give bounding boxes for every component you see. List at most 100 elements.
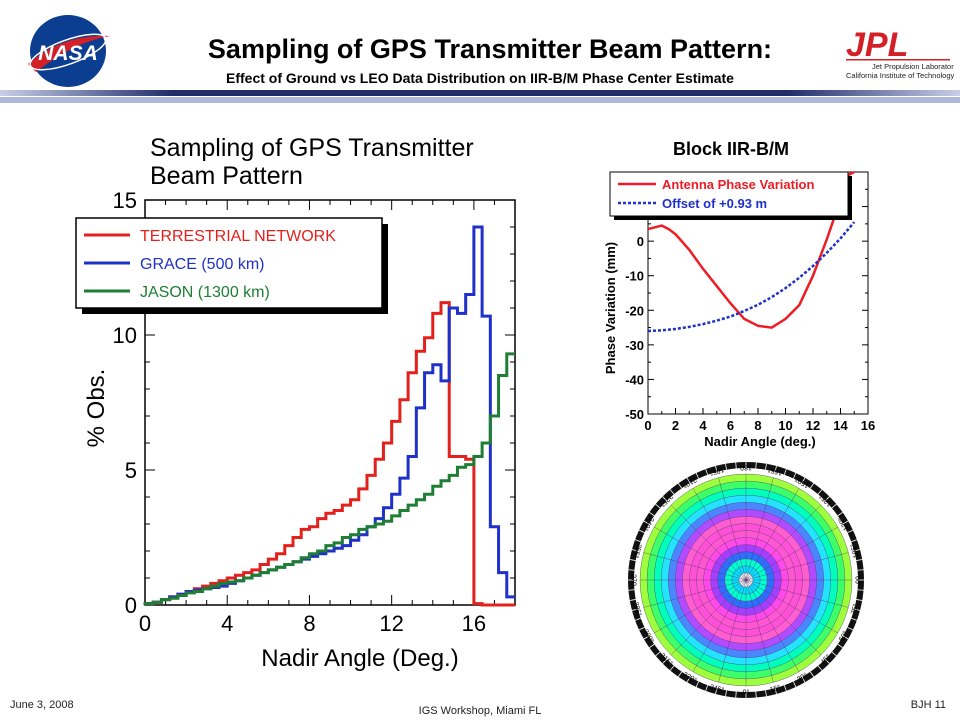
histogram-xlabel: Nadir Angle (Deg.)	[261, 645, 458, 672]
legend-label-grace: GRACE (500 km)	[140, 256, 264, 273]
polar-grid-spoke	[692, 579, 747, 672]
polar-edge-tick	[801, 477, 806, 484]
polar-grid-spoke	[745, 552, 849, 581]
polar-edge-tick	[715, 465, 718, 472]
polar-edge-tick	[856, 559, 863, 561]
histogram-series-2	[143, 352, 515, 606]
phase-xlabel: Nadir Angle (deg.)	[704, 434, 815, 449]
nasa-logo-orbit	[29, 33, 107, 71]
polar-edge-tick	[686, 676, 691, 683]
polar-edge-tick	[842, 520, 849, 525]
polar-grid-spoke	[718, 579, 747, 683]
polar-azimuth-label: 345°	[709, 683, 725, 695]
phase-xtick-label: 4	[699, 418, 707, 433]
polar-edge-tick	[735, 462, 737, 469]
polar-grid-spoke	[745, 579, 800, 672]
phase-xtick-label: 0	[644, 418, 651, 433]
polar-grid-spoke	[670, 579, 747, 656]
histogram-ytick-label: 0	[125, 593, 137, 618]
polar-edge-tick	[851, 617, 858, 621]
jpl-logo-text: JPL	[846, 26, 908, 64]
histogram-ytick-label: 15	[113, 188, 137, 213]
polar-edge-tick	[774, 465, 777, 472]
polar-grid-spoke	[692, 488, 747, 581]
polar-edge-tick	[631, 549, 638, 552]
jpl-logo: JPL Jet Propulsion Laboratory California…	[846, 26, 954, 80]
polar-edge-tick	[792, 681, 797, 688]
polar-edge-tick	[628, 569, 635, 571]
polar-grid	[628, 462, 864, 698]
phase-xtick-label: 14	[833, 418, 848, 433]
phase-ytick-label: -10	[625, 269, 644, 284]
polar-edge-tick	[669, 489, 675, 495]
phase-xtick-label: 6	[727, 418, 734, 433]
footer-event: IGS Workshop, Miami FL	[418, 705, 542, 717]
polar-edge-tick	[824, 496, 830, 502]
phase-series-0	[647, 170, 855, 329]
histogram-legend: TERRESTRIAL NETWORK GRACE (500 km) JASON…	[75, 217, 388, 314]
polar-azimuth-label: 180	[740, 464, 752, 471]
histogram-series-0	[143, 301, 515, 607]
polar-edge-tick	[824, 658, 830, 664]
phase-legend-label-offset: Offset of +0.93 m	[662, 196, 767, 211]
histogram-xtick-label: 0	[139, 611, 151, 636]
polar-edge-tick	[817, 665, 823, 671]
phase-series	[647, 170, 856, 333]
polar-edge-tick	[857, 589, 864, 591]
jpl-logo-line2: California Institute of Technology	[846, 71, 954, 80]
polar-grid-spoke	[654, 579, 747, 634]
polar-edge-tick	[755, 691, 757, 698]
polar-edge-tick	[851, 539, 858, 543]
histogram-ylabel: % Obs.	[83, 369, 110, 448]
polar-azimuth-label: 255°	[632, 543, 644, 559]
polar-edge-tick	[831, 651, 837, 657]
polar-grid-spoke	[745, 526, 838, 581]
polar-grid-spoke	[745, 504, 822, 581]
polar-edge-tick	[725, 463, 727, 470]
polar-edge-tick	[655, 651, 661, 657]
histogram-series	[143, 225, 515, 607]
polar-edge-tick	[854, 608, 861, 611]
polar-edge-tick	[695, 472, 700, 479]
polar-edge-tick	[837, 643, 843, 649]
polar-grid-spoke	[643, 579, 747, 608]
phase-ytick-label: -20	[625, 303, 644, 318]
polar-edge-tick	[854, 549, 861, 552]
jpl-logo-line1: Jet Propulsion Laboratory	[872, 62, 954, 71]
polar-edge-tick	[628, 589, 635, 591]
phase-xtick-label: 12	[806, 418, 820, 433]
phase-xtick-label: 2	[672, 418, 679, 433]
polar-beam-plot: 0° 15°30°45°60°75°90105°120°135°150°165°1…	[628, 462, 864, 698]
polar-grid-spoke	[745, 488, 800, 581]
polar-edge-tick	[801, 676, 806, 683]
legend-label-jason: JASON (1300 km)	[140, 284, 270, 301]
phase-xtick-label: 8	[754, 418, 761, 433]
polar-edge-tick	[735, 691, 737, 698]
polar-edge-tick	[809, 671, 815, 677]
polar-edge-tick	[837, 511, 843, 517]
chart-title-line2: Beam Pattern	[150, 162, 303, 190]
phase-series-1	[647, 221, 856, 333]
polar-edge-tick	[629, 599, 636, 601]
histogram-chart: Sampling of GPS Transmitter Beam Pattern…	[75, 134, 516, 672]
histogram-xtick-label: 12	[379, 611, 403, 636]
polar-edge-tick	[634, 539, 641, 543]
footer-slide-id: BJH 11	[910, 699, 946, 711]
polar-edge-tick	[774, 688, 777, 695]
polar-azimuth-label: 90	[856, 576, 863, 584]
polar-edge-tick	[792, 472, 797, 479]
polar-edge-tick	[842, 635, 849, 640]
histogram-xtick-label: 8	[303, 611, 315, 636]
polar-grid-spoke	[670, 504, 747, 581]
phase-legend: Antenna Phase Variation Offset of +0.93 …	[609, 171, 852, 220]
slide-title: Sampling of GPS Transmitter Beam Pattern…	[207, 34, 773, 64]
phase-chart-title: Block IIR-B/M	[673, 139, 789, 159]
slide-subtitle: Effect of Ground vs LEO Data Distributio…	[226, 70, 734, 86]
polar-edge-tick	[715, 688, 718, 695]
polar-grid-spoke	[745, 579, 822, 656]
polar-edge-tick	[755, 462, 757, 469]
polar-edge-tick	[705, 468, 709, 475]
nasa-logo-swoosh	[28, 35, 110, 72]
polar-edge-tick	[686, 477, 691, 484]
polar-grid-spoke	[745, 579, 774, 683]
